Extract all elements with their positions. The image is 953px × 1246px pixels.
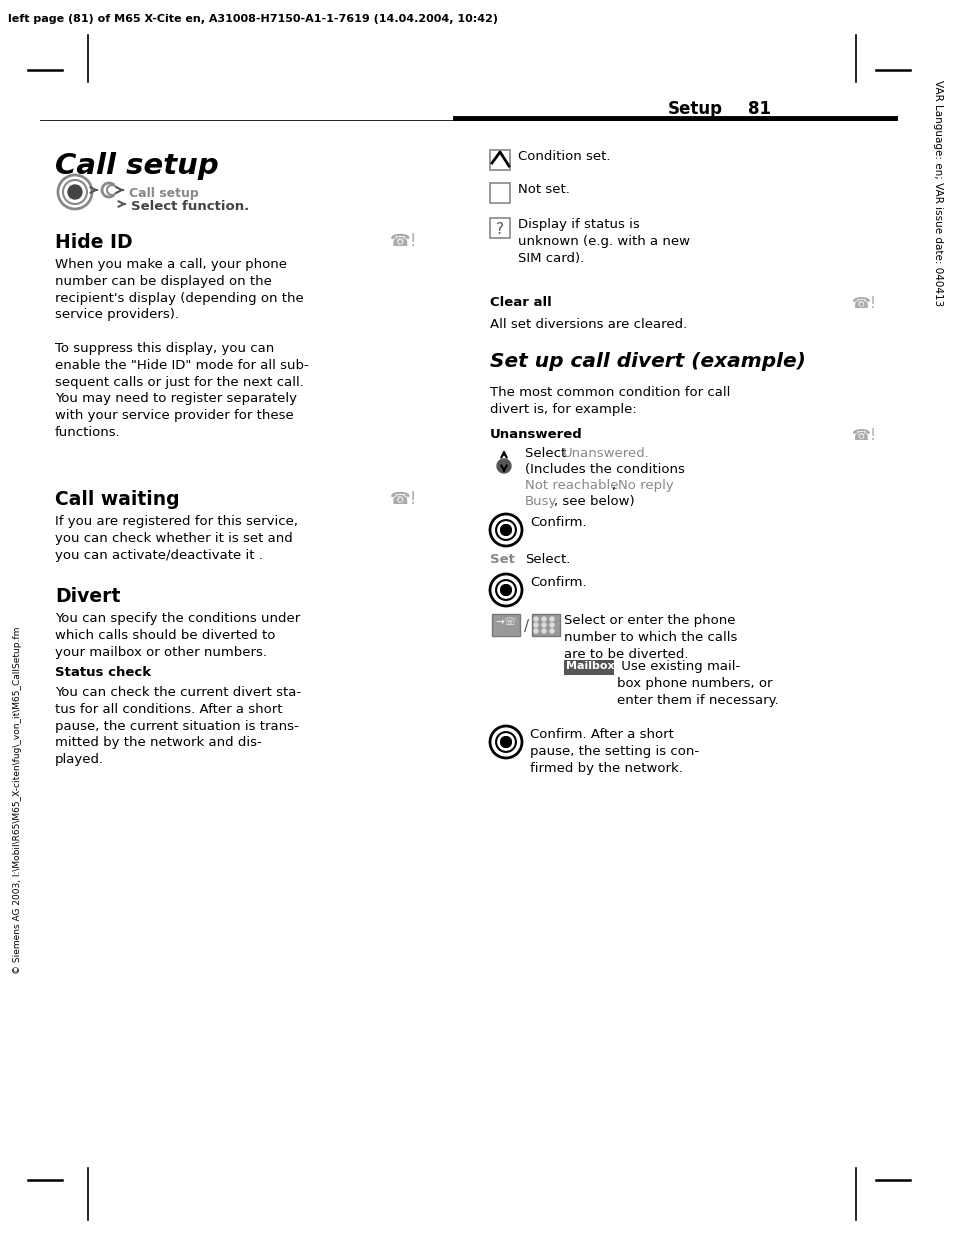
Text: Select or enter the phone
number to which the calls
are to be diverted.: Select or enter the phone number to whic… <box>563 614 737 660</box>
Text: You can specify the conditions under
which calls should be diverted to
your mail: You can specify the conditions under whi… <box>55 612 300 659</box>
Circle shape <box>490 726 521 758</box>
Text: Call waiting: Call waiting <box>55 490 179 510</box>
Circle shape <box>490 574 521 606</box>
Circle shape <box>550 617 554 621</box>
Circle shape <box>496 520 516 540</box>
Text: You can check the current divert sta-
tus for all conditions. After a short
paus: You can check the current divert sta- tu… <box>55 687 301 766</box>
Text: ☎!: ☎! <box>390 232 416 250</box>
Text: Select function.: Select function. <box>131 201 249 213</box>
Circle shape <box>490 515 521 546</box>
Text: All set diversions are cleared.: All set diversions are cleared. <box>490 318 686 331</box>
Text: If you are registered for this service,
you can check whether it is set and
you : If you are registered for this service, … <box>55 515 297 562</box>
Text: Call setup: Call setup <box>55 152 218 179</box>
Text: Set: Set <box>490 553 515 566</box>
Text: →☏: →☏ <box>495 617 517 627</box>
Circle shape <box>496 581 516 599</box>
Circle shape <box>541 629 545 633</box>
Text: Unanswered.: Unanswered. <box>562 447 649 460</box>
Circle shape <box>550 629 554 633</box>
Bar <box>490 150 510 169</box>
Circle shape <box>541 617 545 621</box>
Text: Confirm. After a short
pause, the setting is con-
firmed by the network.: Confirm. After a short pause, the settin… <box>530 728 699 775</box>
Text: ☎!: ☎! <box>851 427 876 444</box>
Bar <box>563 660 614 675</box>
Text: Condition set.: Condition set. <box>517 150 610 163</box>
Bar <box>532 614 559 635</box>
Text: When you make a call, your phone
number can be displayed on the
recipient's disp: When you make a call, your phone number … <box>55 258 309 439</box>
Text: Confirm.: Confirm. <box>530 516 586 530</box>
Circle shape <box>500 736 511 748</box>
Text: , see below): , see below) <box>554 495 634 508</box>
Circle shape <box>534 617 537 621</box>
Text: ☎!: ☎! <box>851 297 876 312</box>
Circle shape <box>63 179 87 204</box>
Circle shape <box>500 525 511 536</box>
Circle shape <box>496 733 516 751</box>
Text: Setup: Setup <box>667 100 722 118</box>
Text: Busy: Busy <box>524 495 557 508</box>
Text: left page (81) of M65 X-Cite en, A31008-H7150-A1-1-7619 (14.04.2004, 10:42): left page (81) of M65 X-Cite en, A31008-… <box>8 14 497 24</box>
Text: /: / <box>523 619 529 634</box>
Text: Status check: Status check <box>55 667 151 679</box>
Text: (Includes the conditions: (Includes the conditions <box>524 464 684 476</box>
Text: Select: Select <box>524 447 570 460</box>
Text: No reply: No reply <box>618 478 673 492</box>
Circle shape <box>550 623 554 627</box>
Text: Hide ID: Hide ID <box>55 233 132 252</box>
Circle shape <box>534 629 537 633</box>
Circle shape <box>58 174 91 209</box>
Text: Not set.: Not set. <box>517 183 569 196</box>
Text: The most common condition for call
divert is, for example:: The most common condition for call diver… <box>490 386 730 416</box>
Text: Confirm.: Confirm. <box>530 576 586 589</box>
Text: VAR Language: en; VAR issue date: 040413: VAR Language: en; VAR issue date: 040413 <box>932 80 942 307</box>
Circle shape <box>534 623 537 627</box>
Text: Not reachable: Not reachable <box>524 478 618 492</box>
Text: Use existing mail-
box phone numbers, or
enter them if necessary.: Use existing mail- box phone numbers, or… <box>617 660 778 706</box>
Circle shape <box>497 459 511 473</box>
Circle shape <box>500 584 511 596</box>
Text: Call setup: Call setup <box>129 187 198 201</box>
Text: Set up call divert (example): Set up call divert (example) <box>490 353 805 371</box>
Text: Mailbox: Mailbox <box>565 660 614 672</box>
Text: Select.: Select. <box>524 553 570 566</box>
Bar <box>490 183 510 203</box>
Text: Divert: Divert <box>55 587 120 606</box>
Bar <box>490 218 510 238</box>
Bar <box>492 614 519 635</box>
Circle shape <box>541 623 545 627</box>
Text: 81: 81 <box>747 100 770 118</box>
Text: Unanswered: Unanswered <box>490 427 582 441</box>
Text: Clear all: Clear all <box>490 297 551 309</box>
Text: Display if status is
unknown (e.g. with a new
SIM card).: Display if status is unknown (e.g. with … <box>517 218 689 264</box>
Text: ?: ? <box>496 222 503 237</box>
Text: ,: , <box>612 478 619 492</box>
Text: ☎!: ☎! <box>390 490 416 508</box>
Circle shape <box>68 184 82 199</box>
Text: © Siemens AG 2003, I:\Mobil\R65\M65_X-citen\fug\_von_it\M65_CallSetup.fm: © Siemens AG 2003, I:\Mobil\R65\M65_X-ci… <box>13 627 23 973</box>
